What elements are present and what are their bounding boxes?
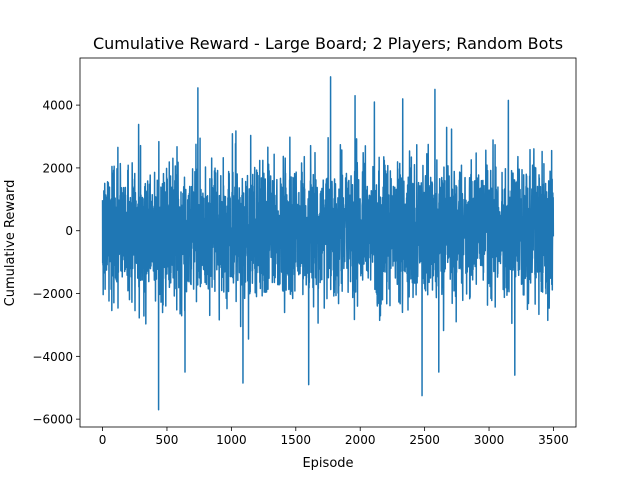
x-tick-label: 2500 (409, 433, 440, 447)
y-axis-label: Cumulative Reward (3, 180, 18, 307)
plot-area (101, 76, 555, 411)
y-tick-label: −6000 (32, 413, 73, 427)
x-tick-label: 2000 (345, 433, 376, 447)
y-tick-label: −4000 (32, 350, 73, 364)
x-tick-label: 0 (99, 433, 107, 447)
x-tick-label: 3000 (474, 433, 505, 447)
axes-frame (79, 57, 577, 428)
x-axis-label: Episode (302, 456, 353, 471)
x-axis: 0 500 1000 1500 2000 2500 3000 3500 (99, 427, 569, 447)
chart-title: Cumulative Reward - Large Board; 2 Playe… (93, 34, 563, 53)
y-tick-label: −2000 (32, 287, 73, 301)
x-tick-label: 1000 (216, 433, 247, 447)
y-tick-label: 2000 (42, 161, 73, 175)
reward-series-line (101, 76, 555, 411)
y-tick-label: 4000 (42, 99, 73, 113)
x-tick-label: 3500 (538, 433, 569, 447)
x-tick-label: 1500 (281, 433, 312, 447)
y-tick-label: 0 (65, 224, 73, 238)
x-tick-label: 500 (156, 433, 179, 447)
y-axis: −6000 −4000 −2000 0 2000 4000 (32, 99, 80, 427)
